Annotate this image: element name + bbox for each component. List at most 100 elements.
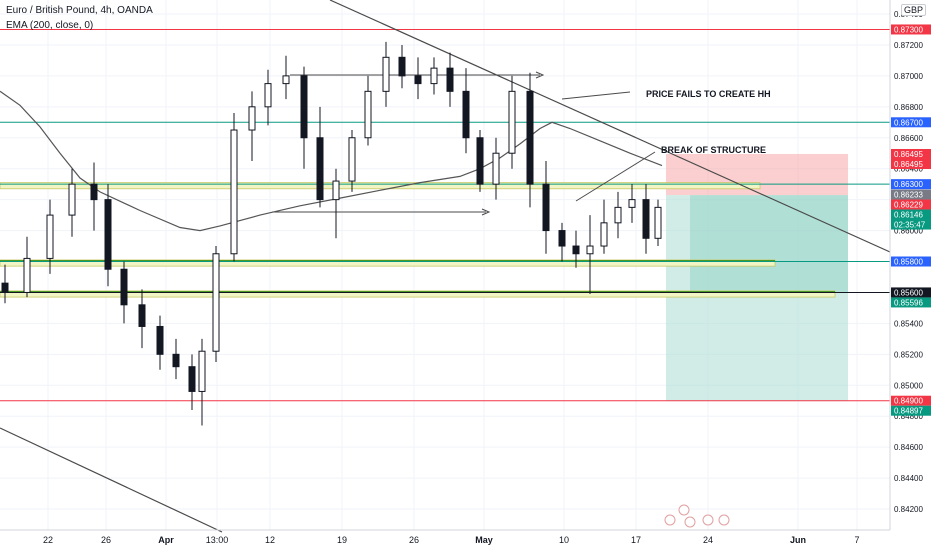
candle[interactable] — [68, 168, 76, 237]
candle[interactable] — [230, 113, 238, 262]
price-axis-background — [890, 0, 932, 550]
candle[interactable] — [446, 52, 454, 107]
candle[interactable] — [462, 68, 470, 154]
candle[interactable] — [1, 264, 9, 304]
price-tick-label: 0.84200 — [894, 505, 923, 514]
time-tick-label: 19 — [337, 535, 347, 545]
candle[interactable] — [188, 354, 196, 410]
candle[interactable] — [264, 69, 272, 126]
price-label-text: 0.86229 — [894, 201, 923, 210]
candle[interactable] — [628, 184, 636, 223]
ema-200-line[interactable] — [0, 90, 663, 232]
candle-body — [248, 106, 256, 131]
price-tick-label: 0.87200 — [894, 41, 923, 50]
candle[interactable] — [348, 130, 356, 192]
candle-body — [212, 253, 220, 352]
candle[interactable] — [332, 168, 340, 239]
price-tick-label: 0.85200 — [894, 350, 923, 359]
candle-body — [23, 257, 31, 293]
candle-body — [586, 245, 594, 255]
time-tick-label: 24 — [703, 535, 713, 545]
candle-body — [348, 137, 356, 182]
candle[interactable] — [526, 72, 534, 208]
candle[interactable] — [212, 246, 220, 363]
candle[interactable] — [398, 44, 406, 89]
candle[interactable] — [172, 338, 180, 380]
candle-body — [398, 56, 406, 77]
price-label-tag — [891, 209, 931, 220]
time-axis[interactable]: 22 26 Apr 13:00 12 19 26 May 10 17 24 Jun 7 — [0, 529, 890, 545]
price-label-text: 02:35:47 — [894, 221, 926, 230]
candle[interactable] — [104, 184, 112, 287]
candle[interactable] — [414, 57, 422, 100]
candle-body — [282, 75, 290, 85]
candle[interactable] — [382, 41, 390, 107]
trendlines — [0, 0, 891, 533]
candle-body — [542, 183, 550, 232]
demand-zone-box-upper[interactable] — [0, 259, 776, 267]
demand-zone-box-lower[interactable] — [0, 290, 836, 298]
candle[interactable] — [476, 130, 484, 192]
price-label-text: 0.87300 — [894, 25, 923, 34]
candle[interactable] — [614, 191, 622, 239]
price-tick-label: 0.86000 — [894, 227, 923, 236]
candle-body — [492, 152, 500, 185]
supply-zone-box[interactable] — [0, 182, 761, 190]
candle[interactable] — [430, 57, 438, 95]
candle-body — [508, 90, 516, 154]
price-tick-label: 0.84400 — [894, 474, 923, 483]
price-label-tag — [891, 158, 931, 169]
price-tick-label: 0.86400 — [894, 165, 923, 174]
top-arrowhead — [535, 71, 545, 79]
candle[interactable] — [120, 261, 128, 324]
time-tick-label: 26 — [101, 535, 111, 545]
candle[interactable] — [198, 338, 206, 426]
indicator-legend[interactable]: EMA (200, close, 0) — [6, 20, 94, 31]
candle-body — [138, 304, 146, 327]
candle[interactable] — [364, 75, 372, 146]
price-label-text: 0.86495 — [894, 150, 923, 159]
price-tick-label: 0.86600 — [894, 134, 923, 143]
time-tick-label: 26 — [409, 535, 419, 545]
candle[interactable] — [654, 199, 662, 247]
candle[interactable] — [492, 137, 500, 200]
candle[interactable] — [316, 106, 324, 208]
candle[interactable] — [248, 91, 256, 161]
candle[interactable] — [558, 222, 566, 262]
price-axis[interactable]: 0.874000.872000.870000.868000.866000.864… — [889, 0, 932, 550]
price-label-text: 0.86146 — [894, 211, 923, 220]
main-descending-trendline[interactable] — [329, 0, 891, 253]
lower-descending-trendline[interactable] — [0, 427, 223, 533]
price-label-tag — [891, 297, 931, 308]
price-label-text: 0.84900 — [894, 397, 923, 406]
candle[interactable] — [300, 66, 308, 169]
time-tick-label: 12 — [265, 535, 275, 545]
candle[interactable] — [282, 55, 290, 100]
bos-pointer-line[interactable] — [575, 151, 656, 202]
currency-badge: GBP — [900, 4, 926, 16]
symbol-title[interactable]: Euro / British Pound, 4h, OANDA — [6, 5, 153, 16]
hh-pointer-line[interactable] — [561, 91, 631, 100]
price-label-tag — [891, 287, 931, 298]
candle[interactable] — [90, 162, 98, 231]
candle[interactable] — [46, 199, 54, 274]
price-label-tag — [891, 219, 931, 230]
candle[interactable] — [542, 160, 550, 254]
time-tick-label: 7 — [854, 535, 859, 545]
price-label-text: 0.86300 — [894, 180, 923, 189]
candle[interactable] — [600, 199, 608, 254]
candle[interactable] — [572, 230, 580, 268]
candle-body — [364, 90, 372, 139]
candle-body — [628, 199, 636, 208]
candlesticks[interactable] — [1, 41, 662, 426]
candle-body — [198, 350, 206, 392]
candle[interactable] — [23, 236, 31, 298]
candle-body — [332, 180, 340, 201]
candle[interactable] — [156, 315, 164, 370]
candle[interactable] — [586, 215, 594, 294]
candle[interactable] — [508, 75, 516, 169]
candle-body — [572, 245, 580, 255]
candle[interactable] — [138, 289, 146, 349]
candle[interactable] — [642, 184, 650, 254]
